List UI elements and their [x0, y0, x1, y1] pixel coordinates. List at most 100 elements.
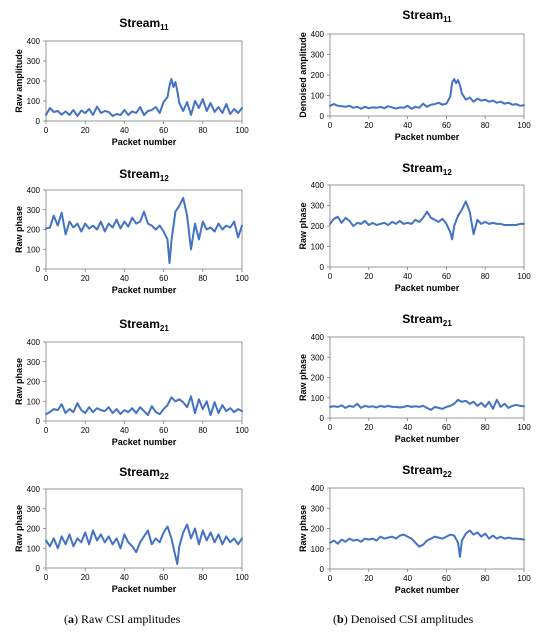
chart-8-ytick-label: 200 [311, 525, 325, 534]
chart-4-ytick-label: 200 [311, 222, 325, 231]
chart-8-title-subscript: 22 [443, 470, 452, 479]
chart-2-ytick-label: 400 [311, 30, 325, 39]
chart-4: 0 100 200 300 400 0 20 40 60 80 100 Packet number Ra… [298, 161, 531, 293]
chart-1-ytick-label: 400 [27, 37, 41, 46]
chart-4-xtick-label: 80 [481, 272, 490, 281]
chart-5-xtick-label: 100 [235, 426, 249, 435]
chart-4-yaxis-label: Raw phase [298, 202, 308, 249]
chart-3-xtick-label: 60 [159, 274, 168, 283]
chart-3-xtick-label: 0 [44, 274, 49, 283]
chart-6-xtick-label: 0 [328, 423, 333, 432]
chart-2-xtick-label: 100 [517, 121, 531, 130]
chart-6-title: Stream21 [402, 312, 452, 328]
chart-3-title: Stream12 [119, 167, 169, 183]
chart-1-title-subscript: 11 [160, 23, 169, 32]
chart-5-series-line [45, 395, 243, 417]
chart-7-xtick-label: 100 [235, 573, 249, 582]
chart-3-ytick-label: 200 [27, 226, 41, 235]
chart-5-ytick-label: 100 [27, 397, 41, 406]
chart-8-xtick-label: 0 [328, 574, 333, 583]
chart-2-plot-frame [329, 33, 525, 117]
chart-8-ytick-label: 300 [311, 504, 325, 513]
chart-1-ytick-label: 0 [36, 117, 41, 126]
chart-4-ytick-label: 400 [311, 181, 325, 190]
chart-2-xtick-label: 60 [442, 121, 451, 130]
chart-1-title-text: Stream [119, 16, 160, 30]
chart-8-xaxis-label: Packet number [395, 585, 460, 595]
chart-7-ytick-label: 200 [27, 525, 41, 534]
chart-6-ytick-label: 400 [311, 333, 325, 342]
chart-8-series-line [329, 529, 525, 558]
chart-5-xtick-label: 80 [198, 426, 207, 435]
chart-6-ytick-label: 300 [311, 353, 325, 362]
chart-2: 0 100 200 300 400 0 20 40 60 80 100 Packet number De… [298, 8, 531, 142]
chart-4-ytick-label: 100 [311, 243, 325, 252]
chart-7-ytick-label: 400 [27, 485, 41, 494]
chart-3-ytick-label: 400 [27, 186, 41, 195]
chart-6-title-subscript: 21 [443, 319, 452, 328]
chart-7-title: Stream22 [119, 465, 169, 481]
chart-5-xtick-label: 20 [81, 426, 90, 435]
chart-5: 0 100 200 300 400 0 20 40 60 80 100 Packet number Ra… [14, 317, 249, 447]
chart-8-xtick-label: 60 [442, 574, 451, 583]
chart-6-ytick-label: 200 [311, 374, 325, 383]
chart-6: 0 100 200 300 400 0 20 40 60 80 100 Packet number Ra… [298, 312, 531, 444]
chart-3-xtick-label: 20 [81, 274, 90, 283]
chart-1-xaxis-label: Packet number [112, 137, 177, 147]
chart-7-ytick-label: 100 [27, 544, 41, 553]
chart-8-xtick-label: 100 [517, 574, 531, 583]
chart-3-xtick-label: 80 [198, 274, 207, 283]
chart-8-plot-frame [329, 487, 525, 570]
chart-7-title-text: Stream [119, 465, 160, 479]
chart-1-ytick-label: 100 [27, 97, 41, 106]
chart-1-xtick-label: 60 [159, 126, 168, 135]
chart-1: 0 100 200 300 400 0 20 40 60 80 100 Packet number Ra… [14, 16, 249, 147]
chart-2-title: Stream11 [402, 8, 452, 24]
chart-1-xtick-label: 20 [81, 126, 90, 135]
chart-2-xaxis-label: Packet number [395, 132, 460, 142]
chart-4-xtick-label: 20 [364, 272, 373, 281]
chart-4-ytick-label: 300 [311, 202, 325, 211]
chart-2-ytick-label: 300 [311, 51, 325, 60]
chart-2-title-subscript: 11 [443, 15, 452, 24]
caption-b-letter: b [337, 612, 344, 626]
chart-8-ytick-label: 400 [311, 484, 325, 493]
chart-6-xtick-label: 100 [517, 423, 531, 432]
chart-4-title-subscript: 12 [443, 168, 452, 177]
chart-2-title-text: Stream [402, 8, 443, 22]
chart-2-ytick-label: 100 [311, 92, 325, 101]
chart-5-xtick-label: 60 [159, 426, 168, 435]
chart-6-xtick-label: 80 [481, 423, 490, 432]
chart-4-series-line [329, 200, 525, 241]
chart-8-ytick-label: 100 [311, 545, 325, 554]
chart-1-xtick-label: 40 [120, 126, 129, 135]
chart-3-series-line [45, 196, 243, 265]
chart-5-ytick-label: 0 [36, 417, 41, 426]
chart-5-ytick-label: 300 [27, 358, 41, 367]
chart-3-xaxis-label: Packet number [112, 285, 177, 295]
chart-8-title-text: Stream [402, 463, 443, 477]
chart-2-series-line [329, 78, 525, 110]
chart-5-yaxis-label: Raw phase [14, 358, 24, 405]
chart-2-ytick-label: 0 [320, 112, 325, 121]
chart-1-series-line [45, 78, 243, 117]
chart-3-title-text: Stream [119, 167, 160, 181]
chart-7: 0 100 200 300 400 0 20 40 60 80 100 Packet number Ra… [14, 465, 249, 594]
chart-6-xtick-label: 60 [442, 423, 451, 432]
chart-1-yaxis-label: Raw amplitude [14, 49, 24, 113]
chart-7-series-line [45, 523, 243, 565]
chart-7-xtick-label: 60 [159, 573, 168, 582]
chart-3-title-subscript: 12 [160, 174, 169, 183]
chart-7-xtick-label: 40 [120, 573, 129, 582]
chart-4-title-text: Stream [402, 161, 443, 175]
chart-5-ytick-label: 200 [27, 378, 41, 387]
caption-b: (b) Denoised CSI amplitudes [333, 612, 474, 626]
chart-3-xtick-label: 100 [235, 274, 249, 283]
chart-6-title-text: Stream [402, 312, 443, 326]
chart-3-yaxis-label: Raw phase [14, 206, 24, 253]
chart-4-xaxis-label: Packet number [395, 283, 460, 293]
chart-1-xtick-label: 100 [235, 126, 249, 135]
chart-3-xtick-label: 40 [120, 274, 129, 283]
chart-5-title-text: Stream [119, 317, 160, 331]
